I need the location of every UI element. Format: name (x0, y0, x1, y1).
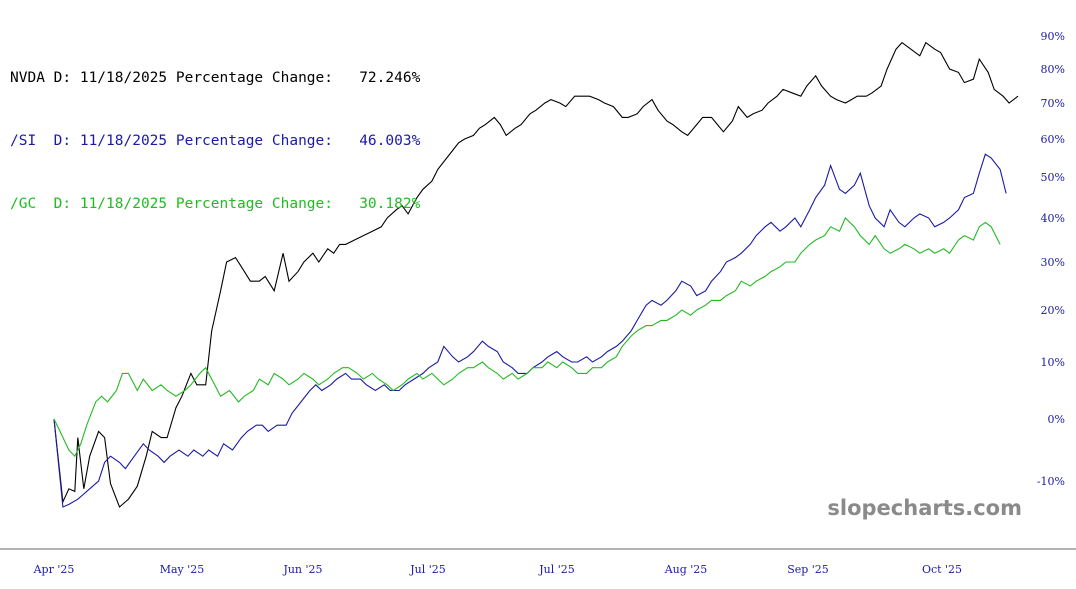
x-tick-label: Apr '25 (33, 563, 75, 576)
y-tick-label: 40% (1041, 212, 1065, 225)
x-tick-label: May '25 (160, 563, 205, 576)
x-tick-label: Jun '25 (282, 563, 322, 576)
x-axis-ticks: Apr '25 May '25 Jun '25 Jul '25 Jul '25 Aug '… (33, 563, 962, 576)
y-tick-label: 80% (1041, 63, 1065, 76)
watermark: slopecharts.com (827, 496, 1022, 520)
x-tick-label: Jul '25 (409, 563, 446, 576)
legend: NVDA D: 11/18/2025 Percentage Change: 72… (10, 26, 420, 236)
x-tick-label: Aug '25 (664, 563, 708, 576)
series-nvda-line (53, 41, 1019, 508)
series-layer (53, 41, 1019, 508)
series-gc-line (53, 217, 1001, 458)
y-tick-label: 30% (1041, 256, 1065, 269)
y-tick-label: 20% (1041, 304, 1065, 317)
y-tick-label: 0% (1048, 413, 1065, 426)
legend-entry-gc: /GC D: 11/18/2025 Percentage Change: 30.… (10, 196, 421, 212)
y-axis-ticks: 90% 80% 70% 60% 50% 40% 30% 20% 10% 0% -10% (1037, 30, 1065, 488)
y-tick-label: 60% (1041, 133, 1065, 146)
y-tick-label: 50% (1041, 171, 1065, 184)
x-tick-label: Sep '25 (787, 563, 829, 576)
y-tick-label: 90% (1041, 30, 1065, 43)
x-tick-label: Oct '25 (922, 563, 962, 576)
x-tick-label: Jul '25 (538, 563, 575, 576)
y-tick-label: 70% (1041, 97, 1065, 110)
legend-entry-si: /SI D: 11/18/2025 Percentage Change: 46.… (10, 133, 421, 149)
legend-entry-nvda: NVDA D: 11/18/2025 Percentage Change: 72… (10, 70, 421, 86)
y-tick-label: 10% (1041, 356, 1065, 369)
y-tick-label: -10% (1037, 475, 1065, 488)
